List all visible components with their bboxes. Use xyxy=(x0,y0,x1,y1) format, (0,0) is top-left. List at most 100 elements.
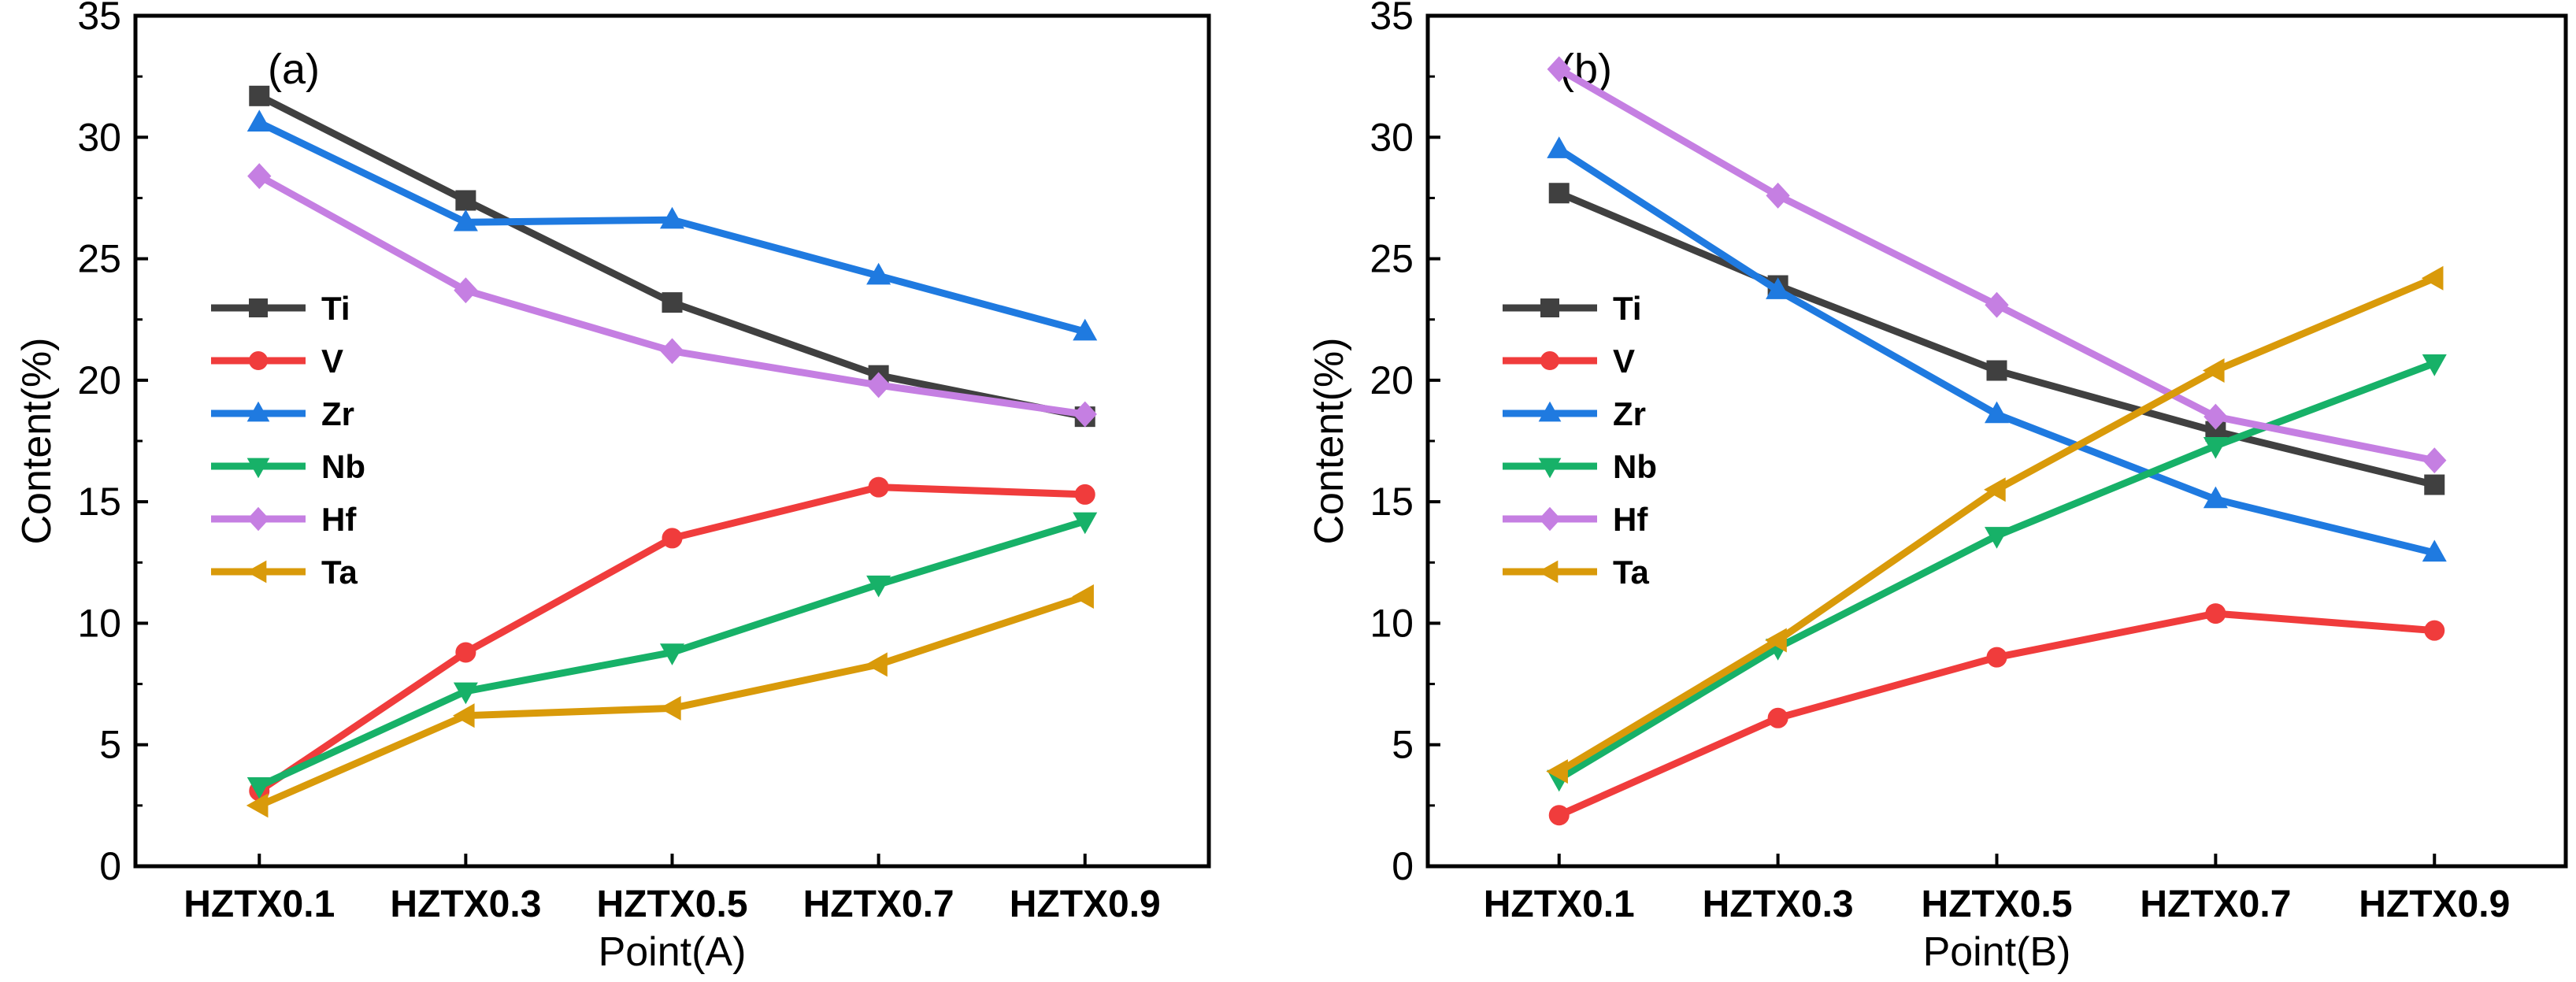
data-point-v xyxy=(868,476,889,498)
legend-label-nb: Nb xyxy=(321,448,365,485)
data-point-nb xyxy=(246,776,272,799)
y-axis-title: Content(%) xyxy=(1307,338,1352,545)
series-ti xyxy=(249,85,1095,428)
chart-panel-b: 0 5 10 15 20 25 30 35 HZTX0.1 HZTX0.3 HZTX0.5 HZTX0… xyxy=(1307,0,2568,975)
panel-label: (a) xyxy=(268,46,320,93)
x-tick-label: HZTX0.5 xyxy=(596,884,747,925)
data-point-ta xyxy=(865,652,888,677)
legend-label-hf: Hf xyxy=(321,501,357,538)
data-point-v xyxy=(1074,484,1095,505)
x-tick-label: HZTX0.7 xyxy=(803,884,954,925)
x-axis-title: Point(A) xyxy=(599,929,747,975)
data-point-nb xyxy=(1984,527,2010,549)
data-point-zr xyxy=(453,209,478,232)
data-point-v xyxy=(1986,647,2007,668)
y-tick-label: 10 xyxy=(1370,601,1414,645)
x-tick-label: HZTX0.7 xyxy=(2140,884,2291,925)
legend-marker-zr xyxy=(246,401,270,422)
data-point-hf xyxy=(454,277,478,304)
legend-marker-ti xyxy=(249,298,268,317)
x-tick-label: HZTX0.3 xyxy=(1703,884,1854,925)
data-point-nb xyxy=(866,575,891,598)
y-tick-label: 0 xyxy=(1392,844,1414,888)
legend-label-ti: Ti xyxy=(321,290,350,327)
data-point-zr xyxy=(866,262,891,285)
data-point-nb xyxy=(2422,354,2447,376)
y-tick-label: 5 xyxy=(1392,723,1414,767)
y-tick-label: 30 xyxy=(1370,115,1414,159)
data-point-ti xyxy=(455,190,476,211)
data-point-ta xyxy=(1072,584,1094,609)
series-line-ti xyxy=(258,92,1086,421)
x-tick-label: HZTX0.5 xyxy=(1921,884,2072,925)
series-ta xyxy=(246,584,1094,818)
data-point-ti xyxy=(249,85,270,106)
series-hf xyxy=(1547,56,2447,474)
data-point-zr xyxy=(1073,318,1098,341)
legend: Ti V Zr Nb Hf Ta xyxy=(1503,290,1657,591)
data-point-ta xyxy=(1546,759,1568,784)
data-point-v xyxy=(455,642,476,663)
y-tick-label: 0 xyxy=(99,844,121,888)
legend-marker-ta xyxy=(1537,560,1559,584)
data-point-ti xyxy=(1986,360,2007,381)
data-point-zr xyxy=(1984,401,2010,424)
legend-marker-zr xyxy=(1538,401,1562,422)
data-point-hf xyxy=(247,163,272,190)
chart-panel-a: 0 5 10 15 20 25 30 35 HZTX0.1 HZTX0.3 HZTX0.5 HZTX0… xyxy=(14,0,1211,975)
data-point-zr xyxy=(2203,486,2228,509)
data-point-nb xyxy=(2203,436,2228,459)
data-point-nb xyxy=(453,682,478,705)
y-tick-label: 5 xyxy=(99,723,121,767)
y-tick-label: 25 xyxy=(77,237,121,281)
series-ta xyxy=(1546,265,2444,784)
data-point-ta xyxy=(1984,477,2006,502)
data-point-ta xyxy=(452,703,475,728)
data-point-hf xyxy=(1985,291,2009,318)
data-point-ta xyxy=(1765,628,1787,653)
plot-frame xyxy=(1425,13,2568,869)
legend-marker-v xyxy=(1540,351,1559,370)
x-axis-title: Point(B) xyxy=(1923,929,2071,975)
data-point-v xyxy=(662,528,683,549)
series-v xyxy=(1548,603,2445,826)
legend-marker-nb xyxy=(1538,458,1562,479)
y-tick-label: 20 xyxy=(77,358,121,402)
y-tick-label: 35 xyxy=(1370,0,1414,38)
x-tick-label: HZTX0.1 xyxy=(1484,884,1635,925)
data-point-v xyxy=(1767,707,1788,728)
legend-marker-ta xyxy=(246,560,267,584)
x-tick-label: HZTX0.1 xyxy=(183,884,335,925)
data-point-ta xyxy=(246,793,269,818)
data-point-zr xyxy=(1766,277,1791,299)
y-axis-title: Content(%) xyxy=(14,338,60,545)
x-tick-label: HZTX0.3 xyxy=(390,884,541,925)
legend: Ti V Zr Nb Hf Ta xyxy=(211,290,365,591)
series-line-v xyxy=(1557,610,2435,819)
data-point-zr xyxy=(659,206,685,229)
series-hf xyxy=(247,163,1097,428)
data-point-ti xyxy=(662,292,683,313)
data-point-v xyxy=(2205,603,2226,624)
data-point-v xyxy=(2424,620,2445,641)
legend-label-zr: Zr xyxy=(321,395,354,432)
y-tick-label: 30 xyxy=(77,115,121,159)
series-line-ta xyxy=(258,593,1087,809)
series-line-nb xyxy=(1557,360,2436,782)
y-tick-label: 10 xyxy=(77,601,121,645)
x-tick-label: HZTX0.9 xyxy=(2359,884,2510,925)
legend-marker-v xyxy=(249,351,268,370)
y-tick-label: 35 xyxy=(77,0,121,38)
data-point-hf xyxy=(2203,403,2228,430)
data-point-ti xyxy=(1548,183,1570,204)
series-nb xyxy=(246,512,1098,799)
data-point-ta xyxy=(2202,358,2225,384)
series-zr xyxy=(1547,136,2447,562)
data-point-nb xyxy=(1073,512,1098,535)
data-point-hf xyxy=(660,338,684,365)
legend-marker-hf xyxy=(246,506,270,532)
legend-marker-ti xyxy=(1540,298,1559,317)
legend-label-ta: Ta xyxy=(321,554,358,591)
data-point-ta xyxy=(2421,265,2444,291)
